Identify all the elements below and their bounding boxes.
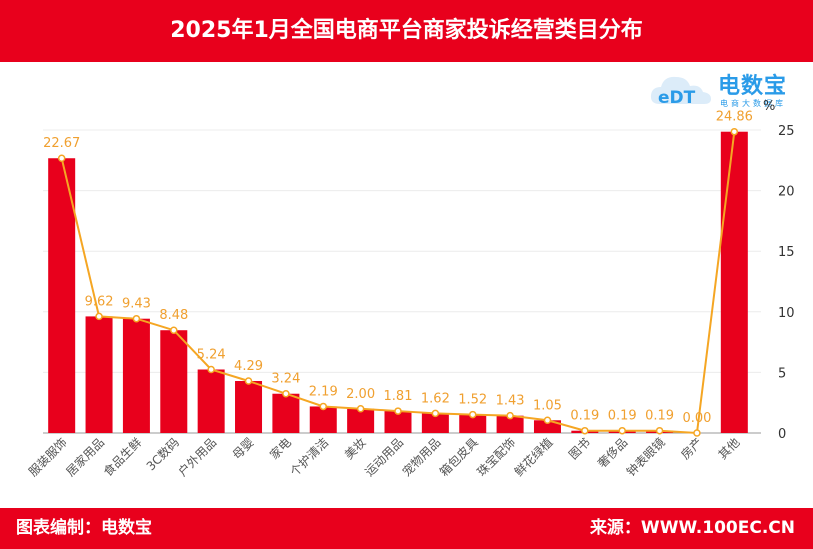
cloud-logo-icon: eDT: [650, 76, 711, 108]
x-tick-label: 珠宝配饰: [474, 435, 518, 479]
data-label: 2.00: [346, 387, 375, 402]
bar: [720, 131, 748, 433]
line-point: [730, 127, 739, 136]
data-label: 0.19: [608, 409, 637, 424]
bar: [122, 318, 150, 433]
bar: [85, 316, 113, 433]
data-label: 22.67: [43, 136, 80, 151]
line-point: [506, 411, 514, 420]
data-label: 24.86: [716, 110, 753, 125]
x-tick-label: 箱包皮具: [436, 435, 481, 480]
x-tick-label: 图书: [566, 435, 593, 462]
line-point: [356, 405, 365, 413]
data-label: 3.24: [271, 372, 300, 387]
x-tick-label: 食品生鲜: [100, 435, 145, 480]
x-tick-label: 居家用品: [63, 435, 108, 480]
chart-title: 2025年1月全国电商平台商家投诉经营类目分布: [170, 18, 643, 43]
line-point: [132, 314, 141, 323]
x-tick-label: 服装服饰: [26, 435, 70, 479]
bar: [272, 393, 300, 433]
y-axis-unit: %: [763, 99, 775, 114]
y-tick-label: 15: [778, 245, 795, 260]
svg-text:eDT: eDT: [658, 88, 696, 108]
data-label: 0.00: [682, 411, 711, 426]
bar: [160, 330, 188, 433]
line-point: [468, 410, 477, 419]
line-point: [95, 312, 103, 321]
line-point: [394, 407, 402, 415]
logo-subtext: 电商大数据库: [720, 99, 786, 108]
bar: [309, 406, 337, 433]
bar: [347, 408, 375, 433]
bar: [197, 369, 225, 433]
data-label: 0.19: [645, 409, 674, 424]
footer-credit: 图表编制：电数宝: [16, 518, 152, 538]
title-bar: 2025年1月全国电商平台商家投诉经营类目分布: [0, 0, 813, 62]
line-point: [693, 429, 701, 437]
x-tick-label: 奢侈品: [595, 435, 630, 470]
line-point: [282, 389, 290, 398]
x-tick-label: 鲜花绿植: [511, 435, 556, 480]
data-label: 0.19: [570, 409, 599, 424]
footer-bar: 图表编制：电数宝 来源：WWW.100EC.CN: [0, 508, 813, 549]
x-tick-label: 宠物用品: [399, 435, 444, 480]
data-label: 1.62: [421, 391, 450, 406]
y-tick-label: 5: [778, 366, 786, 381]
data-label: 8.48: [159, 308, 188, 323]
y-tick-label: 10: [778, 306, 795, 321]
bar: [48, 158, 76, 433]
line-point: [655, 426, 664, 435]
x-tick-label: 运动用品: [362, 435, 406, 479]
x-tick-label: 其他: [716, 435, 743, 462]
bar: [459, 414, 487, 433]
footer-source: 来源：WWW.100EC.CN: [589, 518, 795, 538]
data-label: 4.29: [234, 359, 263, 374]
chart-area: 0 5 10 15 20 25% 22.67 9.62 9.43 8.48 5.24 4.29 3.24…: [26, 99, 795, 480]
line-point: [319, 402, 328, 411]
data-label: 9.43: [122, 297, 151, 312]
bar: [533, 420, 561, 433]
line-point: [543, 416, 552, 425]
data-label: 5.24: [197, 347, 226, 362]
line-point: [244, 377, 253, 385]
x-tick-label: 户外用品: [175, 435, 220, 480]
data-label: 1.81: [384, 389, 413, 404]
y-tick-label: 20: [778, 185, 795, 200]
line-point: [207, 365, 215, 374]
bar: [421, 413, 449, 433]
x-tick-label: 美妆: [342, 435, 369, 462]
x-tick-label: 家电: [266, 435, 294, 463]
logo-text: 电数宝: [718, 74, 788, 99]
line-point: [431, 409, 440, 418]
y-tick-label: 25: [778, 124, 795, 139]
y-tick-label: 0: [778, 427, 786, 442]
data-label: 1.05: [533, 398, 562, 413]
data-label: 1.52: [458, 393, 487, 408]
line-point: [57, 154, 66, 162]
line-point: [618, 426, 626, 435]
bar: [384, 411, 412, 433]
bar: [235, 381, 263, 433]
line-point: [170, 326, 178, 334]
data-label: 9.62: [85, 294, 114, 309]
bar: [496, 415, 524, 433]
x-tick-label: 母婴: [230, 435, 257, 462]
x-tick-label: 钟表眼镜: [623, 435, 668, 480]
data-label: 2.19: [309, 384, 338, 399]
brand-logo: eDT 电数宝 电商大数据库: [648, 66, 808, 116]
x-tick-label: 个护清洁: [288, 435, 332, 479]
x-tick-label: 房产: [677, 435, 705, 463]
data-label: 1.43: [496, 394, 525, 409]
line-point: [581, 426, 589, 435]
